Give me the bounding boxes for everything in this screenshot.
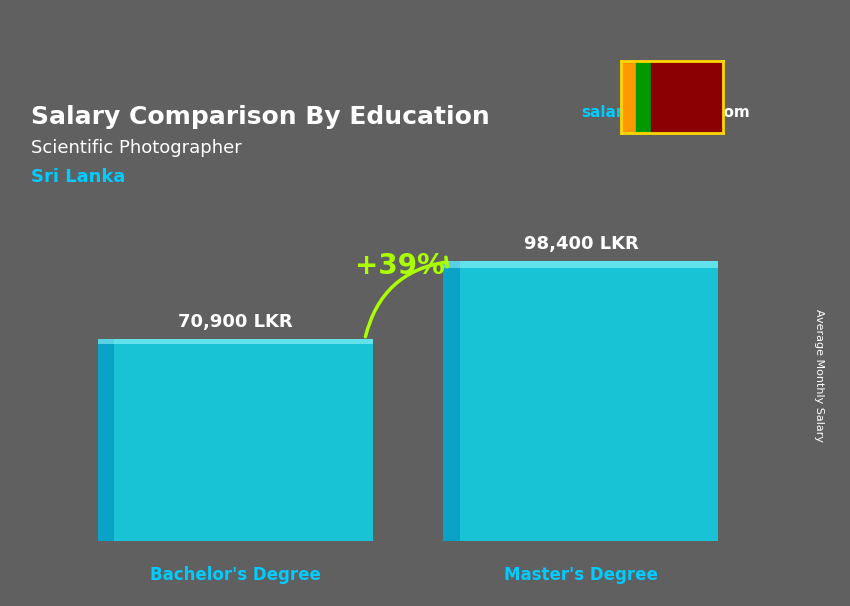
Text: +39%: +39% <box>355 251 445 279</box>
Text: Scientific Photographer: Scientific Photographer <box>31 139 241 156</box>
Bar <box>636 61 651 133</box>
FancyBboxPatch shape <box>98 339 114 541</box>
FancyBboxPatch shape <box>98 339 372 344</box>
Text: salary: salary <box>581 105 633 121</box>
Text: 70,900 LKR: 70,900 LKR <box>178 313 292 331</box>
Text: Bachelor's Degree: Bachelor's Degree <box>150 566 320 584</box>
Text: Master's Degree: Master's Degree <box>504 566 658 584</box>
FancyBboxPatch shape <box>98 339 372 541</box>
Text: Average Monthly Salary: Average Monthly Salary <box>814 309 824 442</box>
Text: 98,400 LKR: 98,400 LKR <box>524 235 638 253</box>
Text: explorer.com: explorer.com <box>640 105 751 121</box>
Text: Salary Comparison By Education: Salary Comparison By Education <box>31 105 490 129</box>
Text: Sri Lanka: Sri Lanka <box>31 168 125 186</box>
FancyBboxPatch shape <box>444 261 718 268</box>
Bar <box>620 61 636 133</box>
FancyBboxPatch shape <box>444 261 460 541</box>
FancyBboxPatch shape <box>444 261 718 541</box>
Bar <box>651 61 722 133</box>
